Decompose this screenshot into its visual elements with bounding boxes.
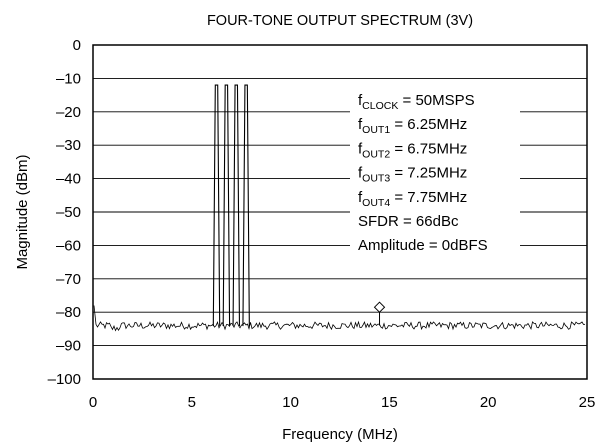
tone-peak-2 <box>222 84 231 327</box>
tone-peak-3 <box>232 84 241 327</box>
x-tick-label: 5 <box>188 394 196 411</box>
annotation-line: Amplitude = 0dBFS <box>358 237 488 254</box>
annotation-line: fOUT1 = 6.25MHz <box>358 116 467 136</box>
y-tick-label: –30 <box>56 137 81 154</box>
x-tick-label: 20 <box>480 394 497 411</box>
tone-peak-4 <box>242 84 250 327</box>
x-tick-label: 15 <box>381 394 398 411</box>
y-tick-labels: 0 –10 –20 –30 –40 –50 –60 –70 –80 –90 –100 <box>48 37 81 388</box>
x-tick-label: 25 <box>579 394 596 411</box>
y-tick-label: –10 <box>56 70 81 87</box>
tone-peaks <box>212 84 250 327</box>
y-tick-label: –50 <box>56 204 81 221</box>
spectrum-trace <box>93 305 586 332</box>
y-tick-label: –70 <box>56 271 81 288</box>
x-tick-label: 10 <box>282 394 299 411</box>
annotation-box: fCLOCK = 50MSPS fOUT1 = 6.25MHz fOUT2 = 6.… <box>358 92 488 254</box>
x-axis-label: Frequency (MHz) <box>282 426 398 443</box>
y-tick-label: –100 <box>48 371 81 388</box>
y-tick-label: –90 <box>56 338 81 355</box>
noise-floor-trace <box>93 305 586 332</box>
chart-title: FOUR-TONE OUTPUT SPECTRUM (3V) <box>207 13 473 29</box>
annotation-line: fCLOCK = 50MSPS <box>358 92 475 112</box>
x-tick-label: 0 <box>89 394 97 411</box>
annotation-line: fOUT2 = 6.75MHz <box>358 140 467 160</box>
annotation-line: fOUT3 = 7.25MHz <box>358 165 467 185</box>
tone-peak-1 <box>212 84 221 327</box>
y-tick-label: –60 <box>56 237 81 254</box>
y-tick-label: –80 <box>56 304 81 321</box>
spur-marker <box>373 301 386 326</box>
y-tick-label: –40 <box>56 171 81 188</box>
x-tick-labels: 0 5 10 15 20 25 <box>89 394 596 411</box>
grid-lines <box>93 77 587 347</box>
plot-frame <box>92 44 588 380</box>
annotation-line: fOUT4 = 7.75MHz <box>358 189 467 209</box>
annotation-line: SFDR = 66dBc <box>358 213 459 230</box>
spur-diamond-marker <box>373 301 386 313</box>
y-tick-label: 0 <box>73 37 81 54</box>
y-tick-label: –20 <box>56 104 81 121</box>
y-axis-label: Magnitude (dBm) <box>14 154 31 269</box>
